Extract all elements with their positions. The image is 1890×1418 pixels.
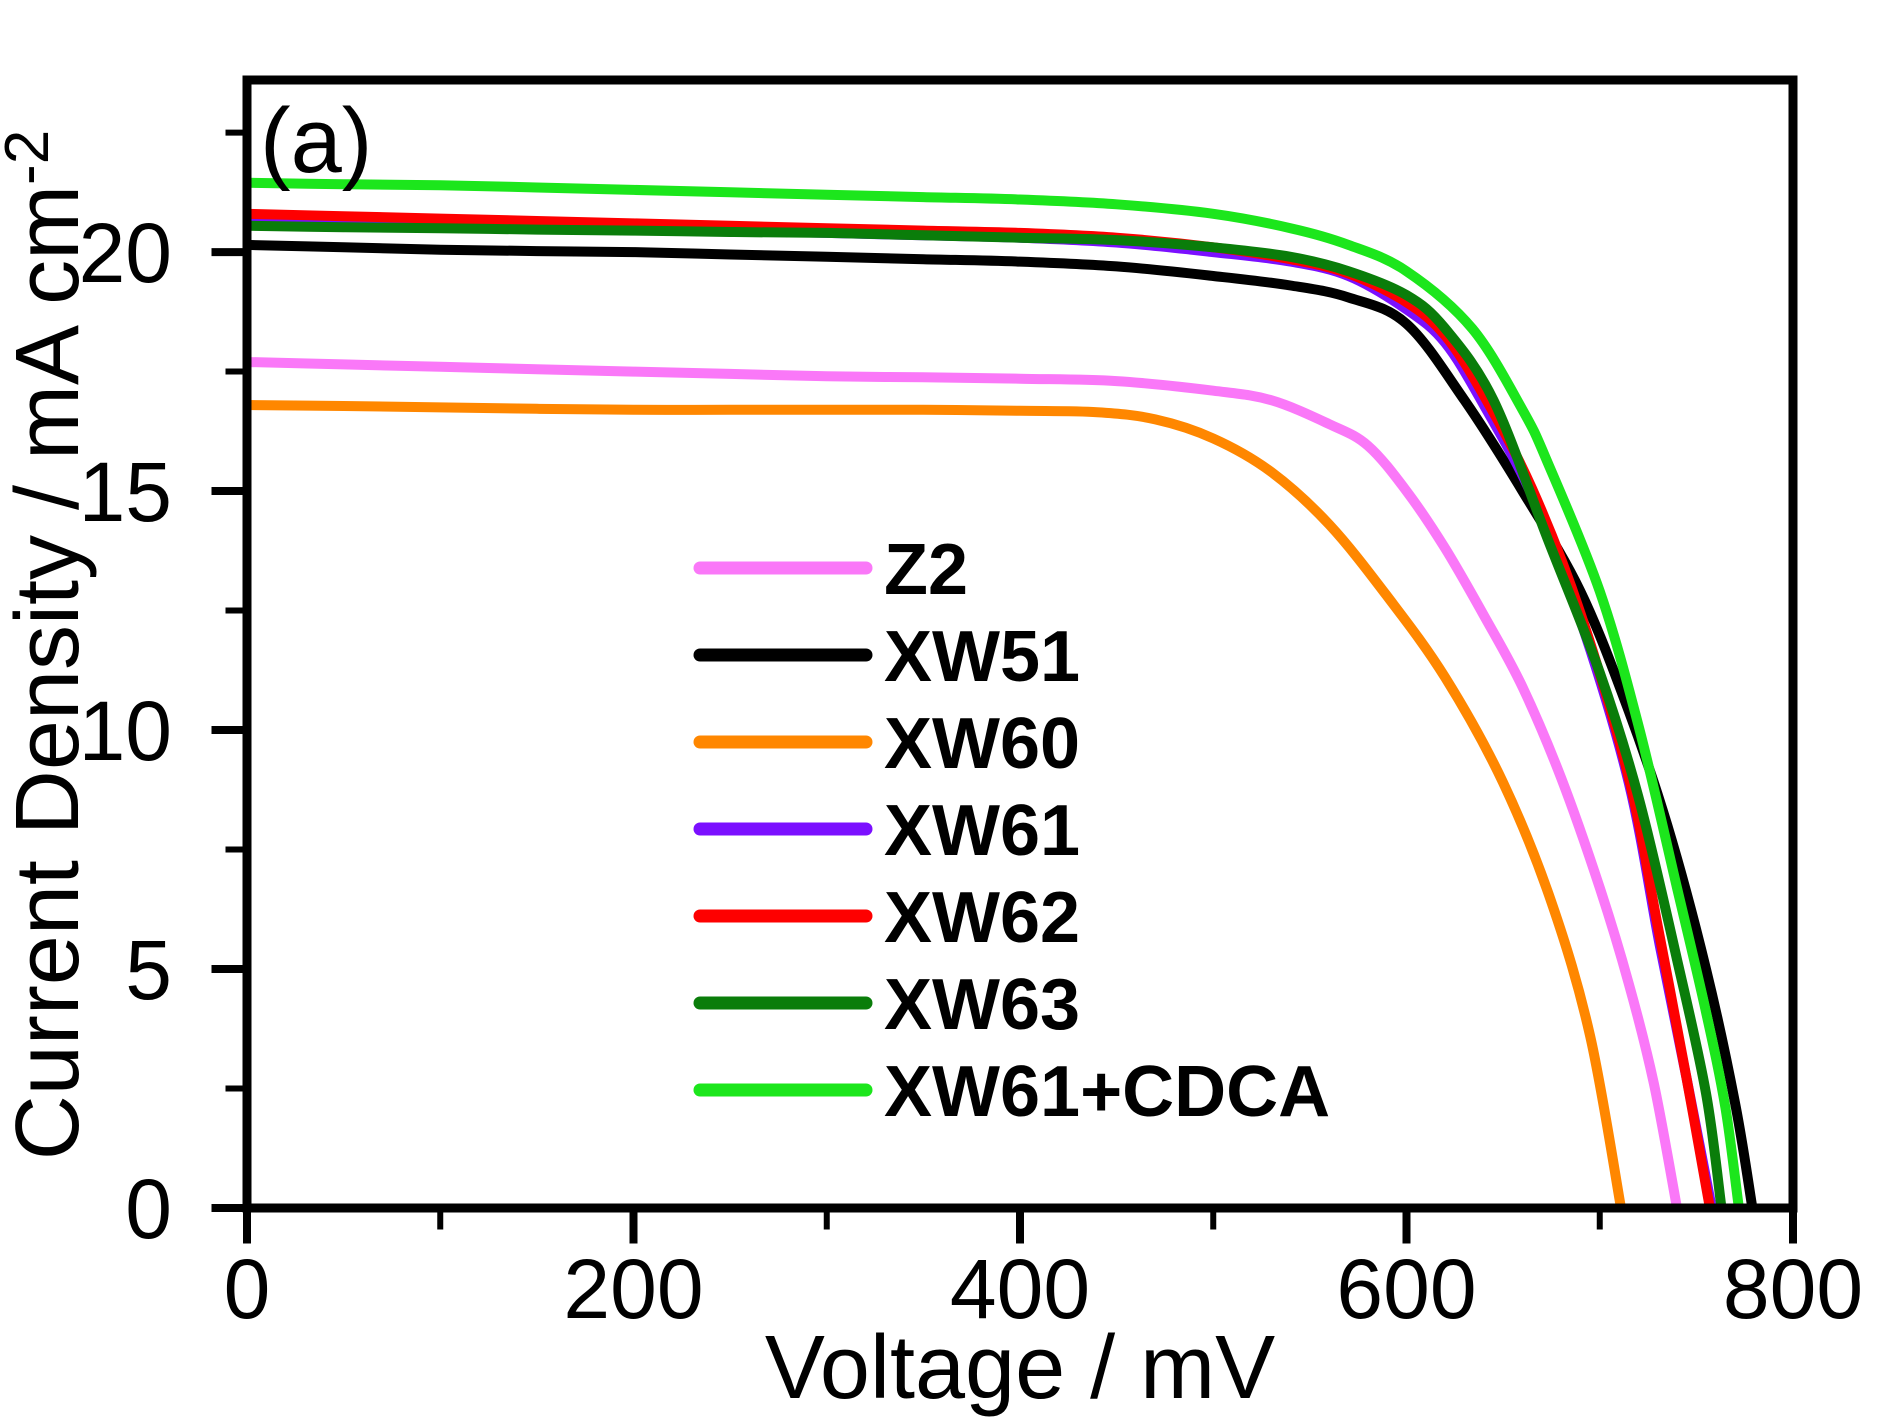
legend-label: XW61+CDCA [884, 1052, 1330, 1132]
y-tick-label: 10 [79, 684, 172, 778]
plot-border [242, 75, 1798, 1213]
legend-label: Z2 [884, 530, 968, 610]
axis-ticks [211, 129, 1797, 1244]
curve-z2 [246, 357, 1682, 1209]
legend-label: XW60 [884, 704, 1080, 784]
y-tick-label: 20 [79, 206, 172, 300]
legend-label: XW63 [884, 965, 1080, 1045]
curve-xw60 [246, 400, 1626, 1209]
curve-xw63 [246, 220, 1727, 1209]
y-tick-label: 0 [125, 1162, 172, 1256]
curves-group [246, 177, 1758, 1209]
x-axis-title: Voltage / mV [765, 1318, 1275, 1418]
legend-item-xw51: XW51 [693, 617, 1080, 697]
x-tick-label: 400 [950, 1242, 1090, 1336]
y-axis-title: Current Density / mA cm-2 [0, 130, 98, 1160]
x-tick-label: 800 [1723, 1242, 1863, 1336]
curve-xw61-cdca [246, 177, 1744, 1209]
legend-item-xw63: XW63 [693, 965, 1080, 1045]
x-tick-label: 200 [563, 1242, 703, 1336]
x-tick-label: 0 [224, 1242, 271, 1336]
legend-item-xw61: XW61 [693, 791, 1080, 871]
x-tick-label: 600 [1336, 1242, 1476, 1336]
y-tick-label: 5 [125, 923, 172, 1017]
legend-label: XW51 [884, 617, 1080, 697]
y-axis-title-superscript: -2 [0, 130, 62, 185]
legend-item-xw62: XW62 [693, 878, 1080, 958]
tick-labels: 0 200 400 600 800 0 5 10 15 20 [79, 206, 1864, 1336]
panel-label: (a) [260, 90, 372, 192]
legend-label: XW61 [884, 791, 1080, 871]
legend-item-xw61-cdca: XW61+CDCA [693, 1052, 1330, 1132]
legend-item-z2: Z2 [693, 530, 968, 610]
y-tick-label: 15 [79, 445, 172, 539]
legend-item-xw60: XW60 [693, 704, 1080, 784]
legend-label: XW62 [884, 878, 1080, 958]
